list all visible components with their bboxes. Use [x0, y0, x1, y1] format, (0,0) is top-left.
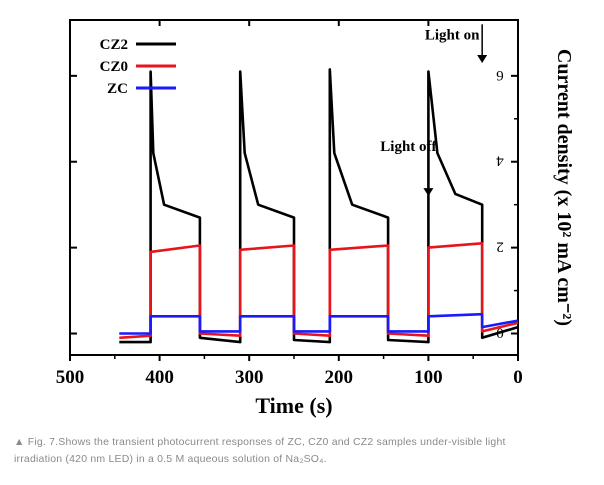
- caption-line-1: ▲ Fig. 7.Shows the transient photocurren…: [14, 436, 506, 448]
- y-tick-label-6: 6: [496, 67, 504, 83]
- x-tick-label-0: 0: [513, 367, 523, 388]
- y-tick-label-4: 4: [496, 153, 504, 169]
- arrow-light-off-head: [423, 188, 434, 197]
- figure-caption: ▲ Fig. 7.Shows the transient photocurren…: [14, 434, 594, 468]
- y-axis-label: Current density (x 10² mA cm⁻²): [553, 49, 575, 326]
- x-tick-label-200: 200: [325, 367, 354, 388]
- x-tick-label-500: 500: [56, 367, 85, 388]
- x-tick-label-300: 300: [235, 367, 264, 388]
- legend-label-cz0: CZ0: [100, 59, 128, 75]
- series-line-cz2: [119, 68, 519, 344]
- series-line-cz0: [119, 242, 519, 340]
- annotation-light-off: Light off: [380, 139, 437, 155]
- series-line-zc: [119, 312, 519, 335]
- legend-label-zc: ZC: [107, 81, 128, 97]
- figure-panel: 0 100 200 300 400 500 0 2 4 6 Time (s) Current dens…: [10, 0, 594, 430]
- x-axis-label: Time (s): [255, 393, 332, 418]
- legend-label-cz2: CZ2: [100, 37, 128, 53]
- caption-line-2: irradiation (420 nm LED) in a 0.5 M aque…: [14, 453, 327, 465]
- arrow-light-on-head: [477, 54, 488, 63]
- annotation-light-on: Light on: [425, 27, 480, 43]
- x-tick-label-100: 100: [414, 367, 443, 388]
- y-tick-label-2: 2: [496, 239, 504, 255]
- x-tick-label-400: 400: [145, 367, 174, 388]
